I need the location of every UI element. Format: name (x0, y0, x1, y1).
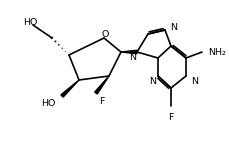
Text: F: F (168, 113, 173, 122)
Text: HO: HO (23, 17, 37, 26)
Text: N: N (129, 53, 136, 62)
Text: O: O (101, 29, 108, 38)
Text: HO: HO (41, 99, 56, 107)
Polygon shape (120, 50, 136, 54)
Text: N: N (169, 22, 176, 32)
Text: N: N (149, 77, 156, 86)
Text: NH₂: NH₂ (207, 48, 225, 57)
Text: N: N (190, 77, 197, 86)
Polygon shape (94, 76, 109, 94)
Text: F: F (98, 96, 104, 106)
Polygon shape (61, 80, 79, 97)
